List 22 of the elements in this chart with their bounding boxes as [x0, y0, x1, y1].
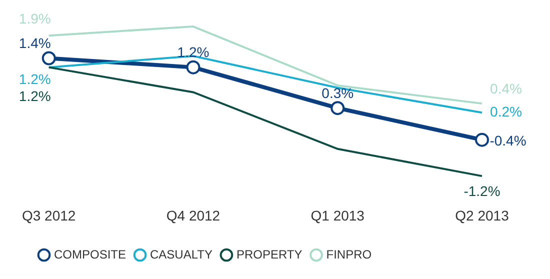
point: [330, 101, 345, 116]
legend-label: COMPOSITE: [54, 247, 126, 262]
x-tick-label: Q1 2013: [310, 207, 365, 224]
x-tick-label: Q3 2012: [22, 207, 76, 224]
legend-label: FINPRO: [326, 247, 372, 262]
data-label: 1.9%: [18, 10, 51, 26]
point: [42, 51, 56, 66]
data-label: -1.2%: [464, 182, 500, 199]
point: [475, 132, 489, 147]
data-label: 1.2%: [177, 44, 210, 60]
data-label: -0.4%: [490, 132, 526, 149]
x-tick-label: Q2 2013: [455, 207, 510, 224]
legend-label: PROPERTY: [236, 247, 302, 262]
data-label: 1.4%: [18, 35, 51, 52]
data-label: 0.3%: [322, 84, 354, 101]
data-label: 1.2%: [18, 71, 51, 88]
data-label: 0.4%: [490, 80, 522, 96]
legend-label: CASUALTY: [150, 247, 212, 262]
data-label: 1.2%: [18, 88, 51, 104]
x-tick-label: Q4 2012: [166, 207, 220, 224]
point: [186, 60, 200, 74]
data-label: 0.2%: [490, 103, 522, 120]
